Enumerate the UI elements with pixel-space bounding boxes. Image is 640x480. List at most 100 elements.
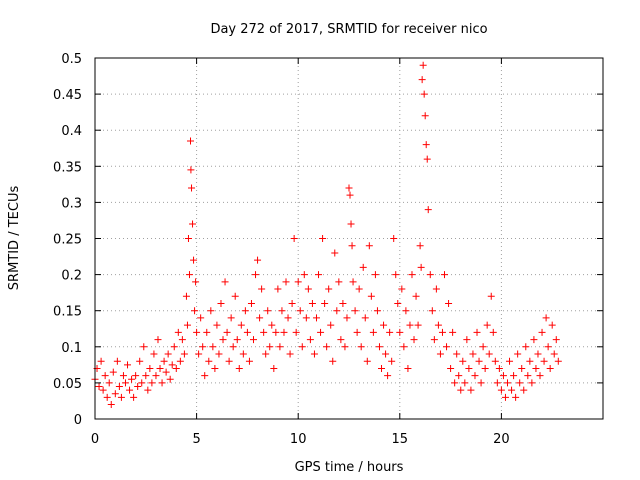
data-point <box>312 314 320 322</box>
data-point <box>491 357 499 365</box>
data-point <box>262 350 270 358</box>
data-point <box>304 285 312 293</box>
data-point <box>223 328 231 336</box>
data-point <box>386 328 394 336</box>
data-point <box>538 328 546 336</box>
chart-title: Day 272 of 2017, SRMTID for receiver nic… <box>210 22 487 37</box>
y-tick-label: 0.35 <box>53 160 82 175</box>
data-point <box>522 343 530 351</box>
data-point <box>221 278 229 286</box>
data-point <box>152 372 160 380</box>
data-point <box>406 321 414 329</box>
data-point <box>359 263 367 271</box>
data-point <box>418 76 426 84</box>
data-point <box>107 401 115 409</box>
data-point <box>231 292 239 300</box>
data-point <box>417 263 425 271</box>
data-point <box>369 328 377 336</box>
data-point <box>404 364 412 372</box>
data-point <box>532 364 540 372</box>
data-point <box>306 336 314 344</box>
data-point <box>438 328 446 336</box>
data-point <box>365 242 373 250</box>
data-point <box>378 364 386 372</box>
data-point <box>540 357 548 365</box>
data-point <box>424 206 432 214</box>
data-point <box>95 383 103 391</box>
data-point <box>162 368 170 376</box>
data-point <box>457 386 465 394</box>
data-point <box>542 314 550 322</box>
data-point <box>546 364 554 372</box>
data-point <box>325 285 333 293</box>
data-point <box>126 386 134 394</box>
data-point <box>150 350 158 358</box>
data-point <box>455 372 463 380</box>
data-point <box>528 379 536 387</box>
data-point <box>483 321 491 329</box>
data-point <box>158 379 166 387</box>
data-point <box>434 321 442 329</box>
data-point <box>329 357 337 365</box>
data-point <box>270 364 278 372</box>
data-point <box>290 235 298 242</box>
data-point <box>487 292 495 300</box>
data-point <box>339 299 347 307</box>
data-point <box>105 379 113 387</box>
data-point <box>473 328 481 336</box>
data-point <box>97 357 105 365</box>
data-point <box>286 350 294 358</box>
data-point <box>144 386 152 394</box>
data-point <box>280 328 288 336</box>
data-point <box>510 372 518 380</box>
data-point <box>113 357 121 365</box>
data-point <box>348 242 356 250</box>
data-point <box>423 155 431 163</box>
data-point <box>426 271 434 279</box>
data-point <box>140 343 148 351</box>
data-point <box>390 235 398 242</box>
data-point <box>398 285 406 293</box>
data-point <box>254 256 262 264</box>
data-point <box>282 278 290 286</box>
data-point <box>384 372 392 380</box>
data-point <box>189 220 197 228</box>
data-point <box>308 299 316 307</box>
data-point <box>371 271 379 279</box>
data-point <box>213 321 221 329</box>
data-point <box>337 336 345 344</box>
data-point <box>191 307 199 315</box>
data-point <box>227 314 235 322</box>
data-point <box>321 299 329 307</box>
data-point <box>187 137 195 145</box>
y-tick-label: 0.15 <box>53 305 82 320</box>
data-point <box>184 235 192 242</box>
data-point <box>170 343 178 351</box>
data-point <box>416 242 424 250</box>
data-point <box>410 336 418 344</box>
data-point <box>154 336 162 344</box>
data-point <box>237 321 245 329</box>
data-point <box>300 271 308 279</box>
data-point <box>516 379 524 387</box>
data-point <box>302 314 310 322</box>
data-point <box>192 278 200 286</box>
data-point <box>420 90 428 98</box>
data-point <box>363 357 371 365</box>
data-point <box>132 372 140 380</box>
data-point <box>373 307 381 315</box>
data-point <box>341 343 349 351</box>
data-point <box>211 364 219 372</box>
data-point <box>518 364 526 372</box>
data-point <box>190 256 198 264</box>
data-point <box>182 292 190 300</box>
data-point <box>436 350 444 358</box>
data-point <box>264 307 272 315</box>
data-point <box>239 350 247 358</box>
data-point <box>178 336 186 344</box>
data-point <box>249 336 257 344</box>
data-point <box>136 357 144 365</box>
data-point <box>235 364 243 372</box>
data-point <box>124 361 132 369</box>
